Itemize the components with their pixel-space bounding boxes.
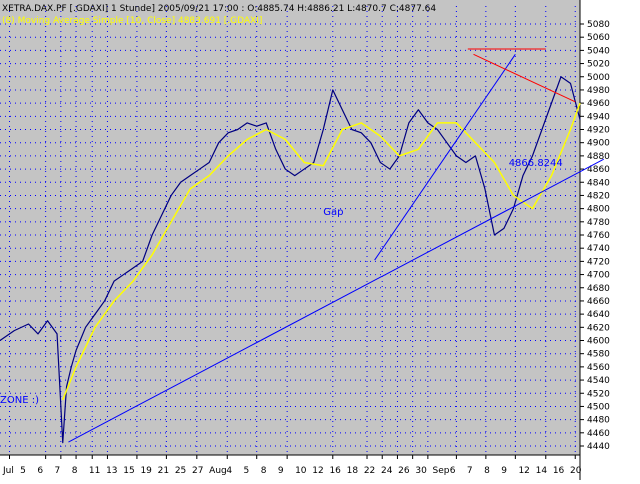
x-tick-label: 13 [106,466,117,476]
y-tick-label: 4600 [587,337,610,347]
annotations: Gap 4866.8244 ZONE :) [0,158,563,406]
x-tick-label: 7 [467,466,473,476]
x-axis: Jul 5 6 7 8 11 13 15 19 21 25 27 Aug 4 5 8 9 10 12 16 18 22 24… [0,454,582,476]
x-tick-label: 16 [553,466,565,476]
y-tick-label: 4900 [587,139,610,149]
y-tick-label: 4640 [587,310,610,320]
y-tick-label: 4920 [587,126,610,136]
y-tick-label: 5040 [587,46,610,56]
y-tick-label: 5080 [587,20,610,30]
x-tick-label: 16 [329,466,341,476]
y-tick-label: 4540 [587,376,610,386]
y-tick-label: 4440 [587,442,610,452]
x-tick-label: 8 [261,466,267,476]
y-tick-label: 4820 [587,191,610,201]
annotation-label: ZONE :) [0,395,39,406]
y-tick-label: 4940 [587,112,610,122]
x-tick-label: 5 [244,466,250,476]
y-tick-label: 4960 [587,99,610,109]
x-tick-label: 19 [140,466,152,476]
x-tick-label: Jul [2,466,14,476]
y-tick-label: 4560 [587,363,610,373]
plot-background [0,0,580,455]
y-tick-label: 4760 [587,231,610,241]
y-tick-label: 4580 [587,350,610,360]
x-tick-label: Sep [433,466,450,476]
y-tick-label: 4520 [587,389,610,399]
x-tick-label: 4 [226,466,232,476]
y-tick-label: 4620 [587,323,610,333]
trendline [68,158,605,443]
trendline [374,54,516,261]
annotation-label: Gap [323,207,343,218]
x-tick-label: 11 [89,466,100,476]
chart-header-title: XETRA.DAX.PF [.GDAXI] 1 Stunde] 2005/09/… [2,4,436,14]
grid [0,6,580,455]
x-tick-label: 20 [570,466,582,476]
x-tick-label: 12 [312,466,323,476]
x-tick-label: 15 [123,466,134,476]
y-tick-label: 4660 [587,297,610,307]
x-tick-label: 7 [55,466,61,476]
x-tick-label: 30 [415,466,427,476]
x-tick-label: 8 [72,466,78,476]
y-tick-label: 4840 [587,178,610,188]
x-tick-label: 26 [398,466,410,476]
plot-lines [0,48,605,444]
annotation-label: 4866.8244 [509,158,563,169]
y-tick-label: 4460 [587,429,610,439]
x-tick-label: 18 [347,466,359,476]
x-tick-label: 21 [158,466,169,476]
y-tick-label: 5000 [587,73,610,83]
x-tick-label: 22 [364,466,375,476]
price-line [0,76,581,444]
x-tick-label: 14 [536,466,548,476]
x-tick-label: 6 [37,466,43,476]
x-tick-label: 8 [484,466,490,476]
moving-average-line [62,102,581,401]
x-tick-label: 25 [175,466,186,476]
y-tick-label: 5060 [587,33,610,43]
y-axis: 4440 4460 4480 4500 4520 4540 4560 4580 4600 4620… [579,0,610,480]
x-tick-label: 24 [381,466,393,476]
y-tick-label: 4780 [587,218,610,228]
price-axis-panel [580,0,640,480]
y-tick-label: 4800 [587,205,610,215]
y-tick-label: 4860 [587,165,610,175]
x-tick-label: 27 [192,466,203,476]
x-tick-label: Aug [209,466,227,476]
y-tick-label: 4980 [587,86,610,96]
x-tick-label: 9 [278,466,284,476]
y-tick-label: 4700 [587,271,610,281]
resistance-line [473,53,576,103]
y-tick-label: 4720 [587,257,610,267]
x-tick-label: 5 [20,466,26,476]
y-tick-label: 5020 [587,60,610,70]
y-tick-label: 4500 [587,402,610,412]
x-tick-label: 12 [518,466,529,476]
y-tick-label: 4480 [587,416,610,426]
y-tick-label: 4880 [587,152,610,162]
y-tick-label: 4740 [587,244,610,254]
x-tick-label: 10 [295,466,307,476]
y-tick-label: 4680 [587,284,610,294]
x-tick-label: 6 [450,466,456,476]
moving-average-label: (8) Moving Average Simple [10, Close] 48… [2,16,262,26]
x-tick-label: 9 [501,466,507,476]
